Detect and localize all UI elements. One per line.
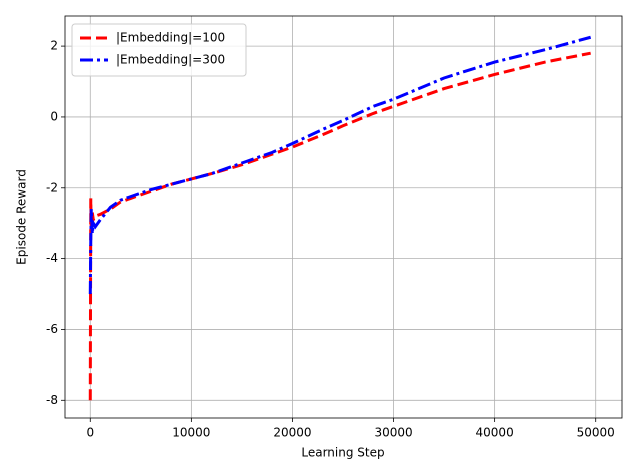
legend-box xyxy=(71,23,247,77)
legend-label: |Embedding|=300 xyxy=(116,53,225,67)
y-tick-label: -6 xyxy=(46,322,58,336)
x-tick-label: 0 xyxy=(86,426,94,440)
series-line xyxy=(88,51,591,401)
legend-label: |Embedding|=100 xyxy=(116,31,225,45)
x-axis-label: Learning Step xyxy=(301,446,384,460)
y-tick-label: 0 xyxy=(50,109,58,123)
x-tick-label: 10000 xyxy=(172,426,210,440)
y-tick-label: -2 xyxy=(46,180,58,194)
y-tick-label: -4 xyxy=(46,251,58,265)
x-tick-label: 30000 xyxy=(374,426,412,440)
plot-frame xyxy=(64,15,623,419)
y-tick-label: -8 xyxy=(46,393,58,407)
legend: |Embedding|=100 |Embedding|=300 xyxy=(71,23,247,77)
x-tick-label: 20000 xyxy=(273,426,311,440)
y-axis-label: Episode Reward xyxy=(15,169,29,265)
x-tick-label: 50000 xyxy=(577,426,615,440)
x-tick-label: 40000 xyxy=(476,426,514,440)
y-tick-label: 2 xyxy=(50,39,58,53)
series-line xyxy=(88,35,592,295)
